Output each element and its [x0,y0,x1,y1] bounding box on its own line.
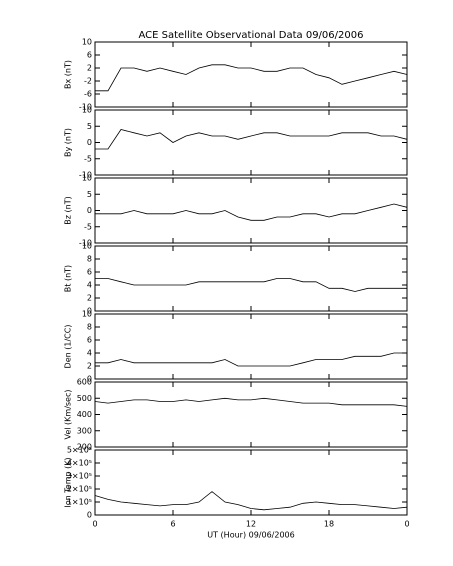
y-axis-label: Bz (nT) [64,196,73,224]
y-tick-label: 6 [87,268,92,277]
y-tick-label: 0 [87,206,92,215]
y-tick-label: 600 [77,378,92,387]
x-tick-label: 6 [170,520,175,529]
y-tick-label: -5 [84,154,92,163]
data-line [95,64,408,92]
y-axis-label: Vel (Km/sec) [64,389,73,439]
y-tick-label: 0 [87,307,92,316]
y-tick-label: 0 [87,375,92,384]
y-tick-label: 1×10⁵ [67,498,92,507]
y-tick-label: 400 [77,410,92,419]
y-tick-label: 6 [87,336,92,345]
data-line [95,352,407,367]
y-tick-label: 5×10⁵ [67,446,92,455]
x-tick-label: 0 [404,520,409,529]
y-tick-label: 10 [82,174,92,183]
y-tick-label: 8 [87,323,92,332]
chart-title: ACE Satellite Observational Data 09/06/2… [139,30,364,41]
y-tick-label: -6 [84,90,92,99]
y-tick-label: -2 [84,77,92,86]
y-axis-label: Bt (nT) [64,265,73,292]
y-tick-label: 5 [87,190,92,199]
data-line [95,203,408,221]
y-tick-label: 8 [87,255,92,264]
y-tick-label: -5 [84,222,92,231]
y-axis-label: Bx (nT) [64,60,73,89]
y-tick-label: 2 [87,362,92,371]
y-tick-label: 200 [77,443,92,452]
y-axis-label: By (nT) [64,128,73,157]
x-tick-label: 0 [92,520,97,529]
y-tick-label: 10 [82,106,92,115]
y-tick-label: 6 [87,51,92,60]
data-line [95,129,408,150]
y-tick-label: 300 [77,426,92,435]
y-tick-label: 2×10⁵ [67,485,92,494]
y-tick-label: 4×10⁵ [67,459,92,468]
y-tick-label: 4 [87,349,92,358]
y-tick-label: -10 [79,239,92,248]
y-tick-label: 3×10⁵ [67,472,92,481]
data-line [94,491,408,511]
y-tick-label: -10 [79,103,92,112]
y-tick-label: 5 [87,122,92,131]
x-axis-label: UT (Hour) 09/06/2006 [207,531,294,540]
y-tick-label: 10 [82,38,92,47]
x-tick-label: 12 [246,520,256,529]
x-tick-label: 18 [324,520,334,529]
y-tick-label: 500 [77,394,92,403]
y-tick-label: 2 [87,294,92,303]
y-axis-label: Den (1/CC) [64,325,73,369]
y-tick-label: -10 [79,171,92,180]
y-tick-label: 10 [82,242,92,251]
y-tick-label: 10 [82,310,92,319]
data-line [94,397,408,407]
data-line [95,278,407,292]
y-tick-label: 0 [87,138,92,147]
y-axis-label: Ion Temp (K) [64,457,73,507]
y-tick-label: 4 [87,281,92,290]
y-tick-label: 0 [87,511,92,520]
y-tick-label: 2 [87,64,92,73]
